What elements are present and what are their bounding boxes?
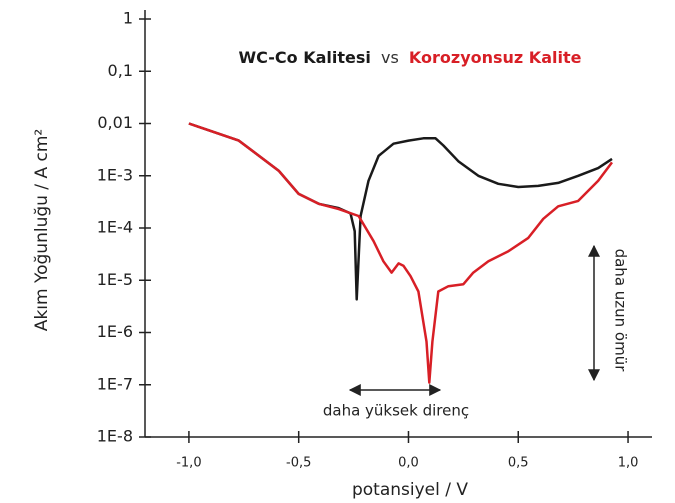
x-axis-label: potansiyel / V — [352, 480, 468, 500]
y-tick-label: 0,1 — [108, 61, 133, 80]
y-tick-label: 1E-7 — [97, 374, 133, 393]
y-tick-label: 1E-3 — [97, 165, 133, 184]
y-tick-label: 1 — [123, 9, 133, 28]
y-tick-label: 1E-5 — [97, 270, 133, 289]
y-axis-label: Akım Yoğunluğu / A cm² — [32, 129, 52, 331]
y-tick-label: 1E-6 — [97, 322, 133, 341]
y-tick-label: 1E-4 — [97, 218, 133, 237]
x-tick-label: -1,0 — [176, 456, 201, 471]
title-part: WC-Co Kalitesi — [239, 48, 371, 67]
annotation: daha uzun ömür — [612, 249, 630, 373]
chart-title: WC-Co Kalitesi vs Korozyonsuz Kalite — [239, 48, 582, 67]
x-tick-label: 0,5 — [508, 456, 529, 471]
title-part: Korozyonsuz Kalite — [409, 48, 582, 67]
x-tick-label: 1,0 — [618, 456, 639, 471]
x-tick-label: 0,0 — [398, 456, 419, 471]
title-part: vs — [381, 48, 399, 67]
series-line — [188, 122, 613, 384]
y-tick-label: 0,01 — [97, 113, 133, 132]
x-tick-label: -0,5 — [286, 456, 311, 471]
annotation: daha yüksek direnç — [323, 402, 469, 420]
y-tick-label: 1E-8 — [97, 427, 133, 446]
